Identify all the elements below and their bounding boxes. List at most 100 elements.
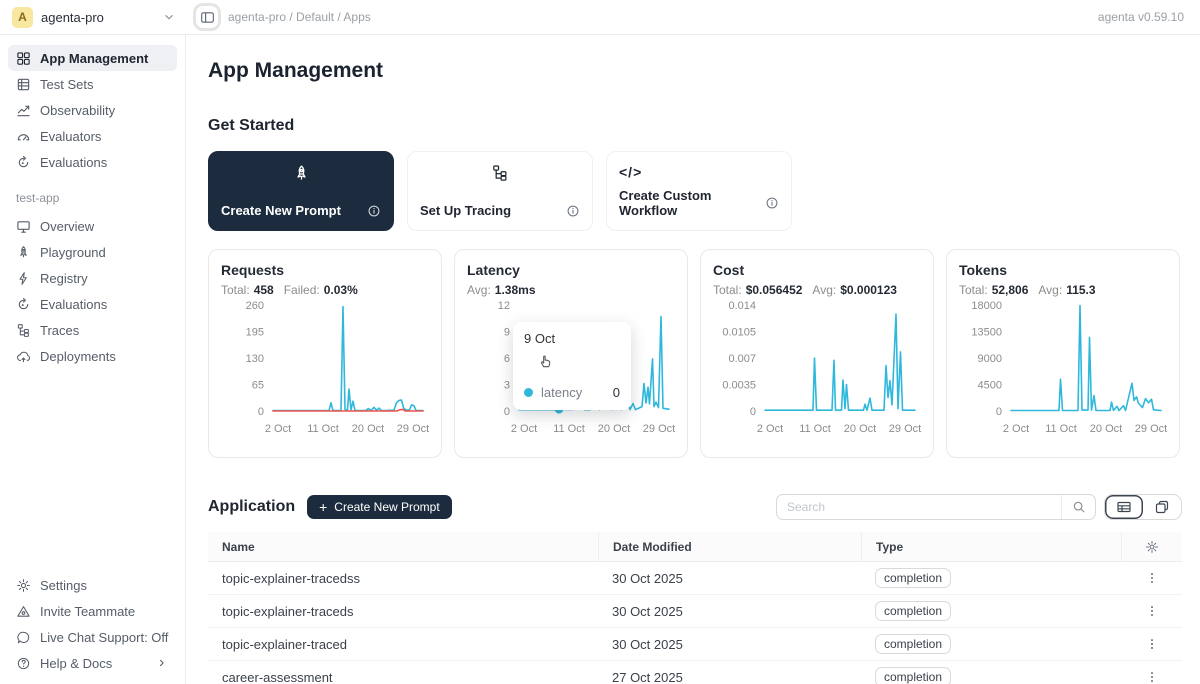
lightning-icon: [16, 271, 31, 286]
search-input[interactable]: [777, 495, 1061, 519]
svg-text:20 Oct: 20 Oct: [1090, 423, 1122, 435]
grid-icon: [16, 51, 31, 66]
svg-text:2 Oct: 2 Oct: [1003, 423, 1029, 435]
chart-stats: Total:$0.056452Avg:$0.000123: [713, 283, 921, 297]
tree-icon: [420, 164, 580, 182]
row-menu-button[interactable]: [1121, 571, 1182, 585]
create-new-prompt-button[interactable]: + Create New Prompt: [307, 495, 452, 519]
table-icon: [16, 77, 31, 92]
svg-text:0.0105: 0.0105: [722, 327, 756, 339]
breadcrumb[interactable]: agenta-pro / Default / Apps: [228, 10, 371, 24]
table-header: Name Date Modified Type: [208, 532, 1182, 562]
column-header-name[interactable]: Name: [208, 532, 598, 561]
sidebar-bottom-group: Settings Invite Teammate Live Chat Suppo…: [0, 572, 185, 676]
svg-text:195: 195: [246, 327, 264, 339]
chart-title: Latency: [467, 262, 675, 278]
sidebar-item-help-docs[interactable]: Help & Docs: [8, 650, 177, 676]
sidebar-item-overview[interactable]: Overview: [8, 213, 177, 239]
sidebar-collapse-button[interactable]: [196, 6, 218, 28]
svg-text:29 Oct: 29 Oct: [643, 423, 675, 435]
card-view-button[interactable]: [1143, 495, 1181, 519]
type-badge: completion: [875, 634, 951, 654]
svg-text:65: 65: [252, 380, 264, 392]
info-icon[interactable]: [367, 204, 381, 218]
svg-text:20 Oct: 20 Oct: [598, 423, 630, 435]
sidebar-item-label: Invite Teammate: [40, 604, 135, 619]
top-bar: A agenta-pro agenta-pro / Default / Apps…: [0, 0, 1200, 35]
svg-text:2 Oct: 2 Oct: [511, 423, 537, 435]
latency-chart-card: Latency Avg:1.38ms 0369122 Oct11 Oct20 O…: [454, 249, 688, 458]
sidebar-item-evaluations[interactable]: Evaluations: [8, 149, 177, 175]
tokens-line-chart[interactable]: 04500900013500180002 Oct11 Oct20 Oct29 O…: [959, 297, 1169, 439]
chart-title: Requests: [221, 262, 429, 278]
table-row[interactable]: topic-explainer-tracedss 30 Oct 2025 com…: [208, 562, 1182, 595]
cost-line-chart[interactable]: 00.00350.0070.01050.0142 Oct11 Oct20 Oct…: [713, 297, 923, 439]
sidebar-item-live-chat[interactable]: Live Chat Support: Off: [8, 624, 177, 650]
tooltip-series-label: latency: [541, 385, 582, 400]
table-view-button[interactable]: [1105, 495, 1143, 519]
date-modified: 30 Oct 2025: [598, 637, 861, 652]
sidebar-item-traces[interactable]: Traces: [8, 317, 177, 343]
tooltip-date: 9 Oct: [524, 331, 620, 346]
table-row[interactable]: career-assessment 27 Oct 2025 completion: [208, 661, 1182, 684]
app-version: agenta v0.59.10: [1098, 10, 1200, 24]
svg-text:0.007: 0.007: [728, 353, 756, 365]
info-icon[interactable]: [765, 196, 779, 210]
chart-stats: Total:52,806Avg:115.3: [959, 283, 1167, 297]
sidebar: App Management Test Sets Observability E…: [0, 35, 186, 684]
sidebar-item-label: Evaluations: [40, 155, 107, 170]
workspace-avatar: A: [12, 7, 33, 28]
sidebar-item-invite-teammate[interactable]: Invite Teammate: [8, 598, 177, 624]
svg-text:29 Oct: 29 Oct: [1135, 423, 1167, 435]
sidebar-item-settings[interactable]: Settings: [8, 572, 177, 598]
table-row[interactable]: topic-explainer-traceds 30 Oct 2025 comp…: [208, 595, 1182, 628]
requests-line-chart[interactable]: 0651301952602 Oct11 Oct20 Oct29 Oct: [221, 297, 431, 439]
sidebar-item-observability[interactable]: Observability: [8, 97, 177, 123]
sidebar-item-label: Overview: [40, 219, 94, 234]
svg-text:0: 0: [258, 406, 264, 418]
type-badge: completion: [875, 601, 951, 621]
tokens-chart-card: Tokens Total:52,806Avg:115.3 04500900013…: [946, 249, 1180, 458]
column-header-type[interactable]: Type: [861, 532, 1121, 561]
sidebar-item-test-sets[interactable]: Test Sets: [8, 71, 177, 97]
chevron-down-icon: [162, 10, 176, 24]
column-settings-button[interactable]: [1121, 532, 1182, 561]
sidebar-item-label: Help & Docs: [40, 656, 112, 671]
row-menu-button[interactable]: [1121, 637, 1182, 651]
sidebar-item-deployments[interactable]: Deployments: [8, 343, 177, 369]
type-cell: completion: [861, 601, 1121, 621]
app-name: career-assessment: [208, 670, 598, 684]
sidebar-item-evaluations-app[interactable]: Evaluations: [8, 291, 177, 317]
create-custom-workflow-card[interactable]: </> Create Custom Workflow: [606, 151, 792, 231]
rocket-icon: [221, 164, 381, 183]
svg-text:0: 0: [504, 406, 510, 418]
sidebar-item-registry[interactable]: Registry: [8, 265, 177, 291]
metrics-charts-row: Requests Total:458Failed:0.03% 065130195…: [208, 249, 1182, 458]
sidebar-item-label: Traces: [40, 323, 79, 338]
svg-text:2 Oct: 2 Oct: [265, 423, 291, 435]
sidebar-item-playground[interactable]: Playground: [8, 239, 177, 265]
svg-text:260: 260: [246, 300, 264, 312]
sidebar-item-evaluators[interactable]: Evaluators: [8, 123, 177, 149]
column-header-date-modified[interactable]: Date Modified: [598, 532, 861, 561]
svg-text:11 Oct: 11 Oct: [799, 423, 831, 435]
svg-text:0.014: 0.014: [728, 300, 756, 312]
app-name: topic-explainer-traceds: [208, 604, 598, 619]
create-new-prompt-card[interactable]: Create New Prompt: [208, 151, 394, 231]
sidebar-item-app-management[interactable]: App Management: [8, 45, 177, 71]
sidebar-item-label: Deployments: [40, 349, 116, 364]
type-cell: completion: [861, 634, 1121, 654]
info-icon[interactable]: [566, 204, 580, 218]
row-menu-button[interactable]: [1121, 670, 1182, 684]
chat-bubble-icon: [16, 630, 31, 645]
sidebar-item-label: Registry: [40, 271, 88, 286]
search-button[interactable]: [1061, 495, 1095, 519]
svg-text:20 Oct: 20 Oct: [352, 423, 384, 435]
set-up-tracing-card[interactable]: Set Up Tracing: [407, 151, 593, 231]
table-row[interactable]: topic-explainer-traced 30 Oct 2025 compl…: [208, 628, 1182, 661]
sidebar-item-label: Evaluations: [40, 297, 107, 312]
row-menu-button[interactable]: [1121, 604, 1182, 618]
refresh-circle-icon: [16, 297, 31, 312]
workspace-selector[interactable]: A agenta-pro: [0, 7, 186, 28]
question-circle-icon: [16, 656, 31, 671]
